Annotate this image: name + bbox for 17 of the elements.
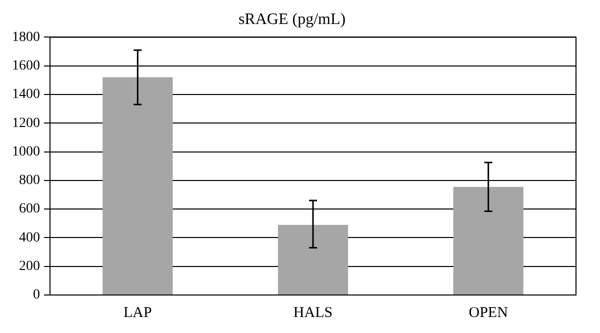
bar xyxy=(278,224,348,294)
y-tick-label: 1000 xyxy=(12,144,40,160)
x-tick-label: LAP xyxy=(123,304,152,321)
y-tick-label: 400 xyxy=(19,230,40,246)
y-tick-label: 1200 xyxy=(12,116,40,131)
y-tick-label: 1600 xyxy=(12,58,40,74)
y-tick-label: 0 xyxy=(33,288,40,303)
bar xyxy=(102,77,173,294)
y-tick-label: 800 xyxy=(19,173,40,188)
bar xyxy=(453,186,524,294)
y-tick-label: 1800 xyxy=(12,30,40,45)
chart-title: sRAGE (pg/mL) xyxy=(238,10,346,28)
y-tick-label: 200 xyxy=(19,259,40,274)
y-tick-label: 600 xyxy=(19,202,40,217)
y-tick-label: 1400 xyxy=(12,87,40,102)
x-tick-label: OPEN xyxy=(468,304,508,321)
x-tick-label: HALS xyxy=(293,304,333,321)
